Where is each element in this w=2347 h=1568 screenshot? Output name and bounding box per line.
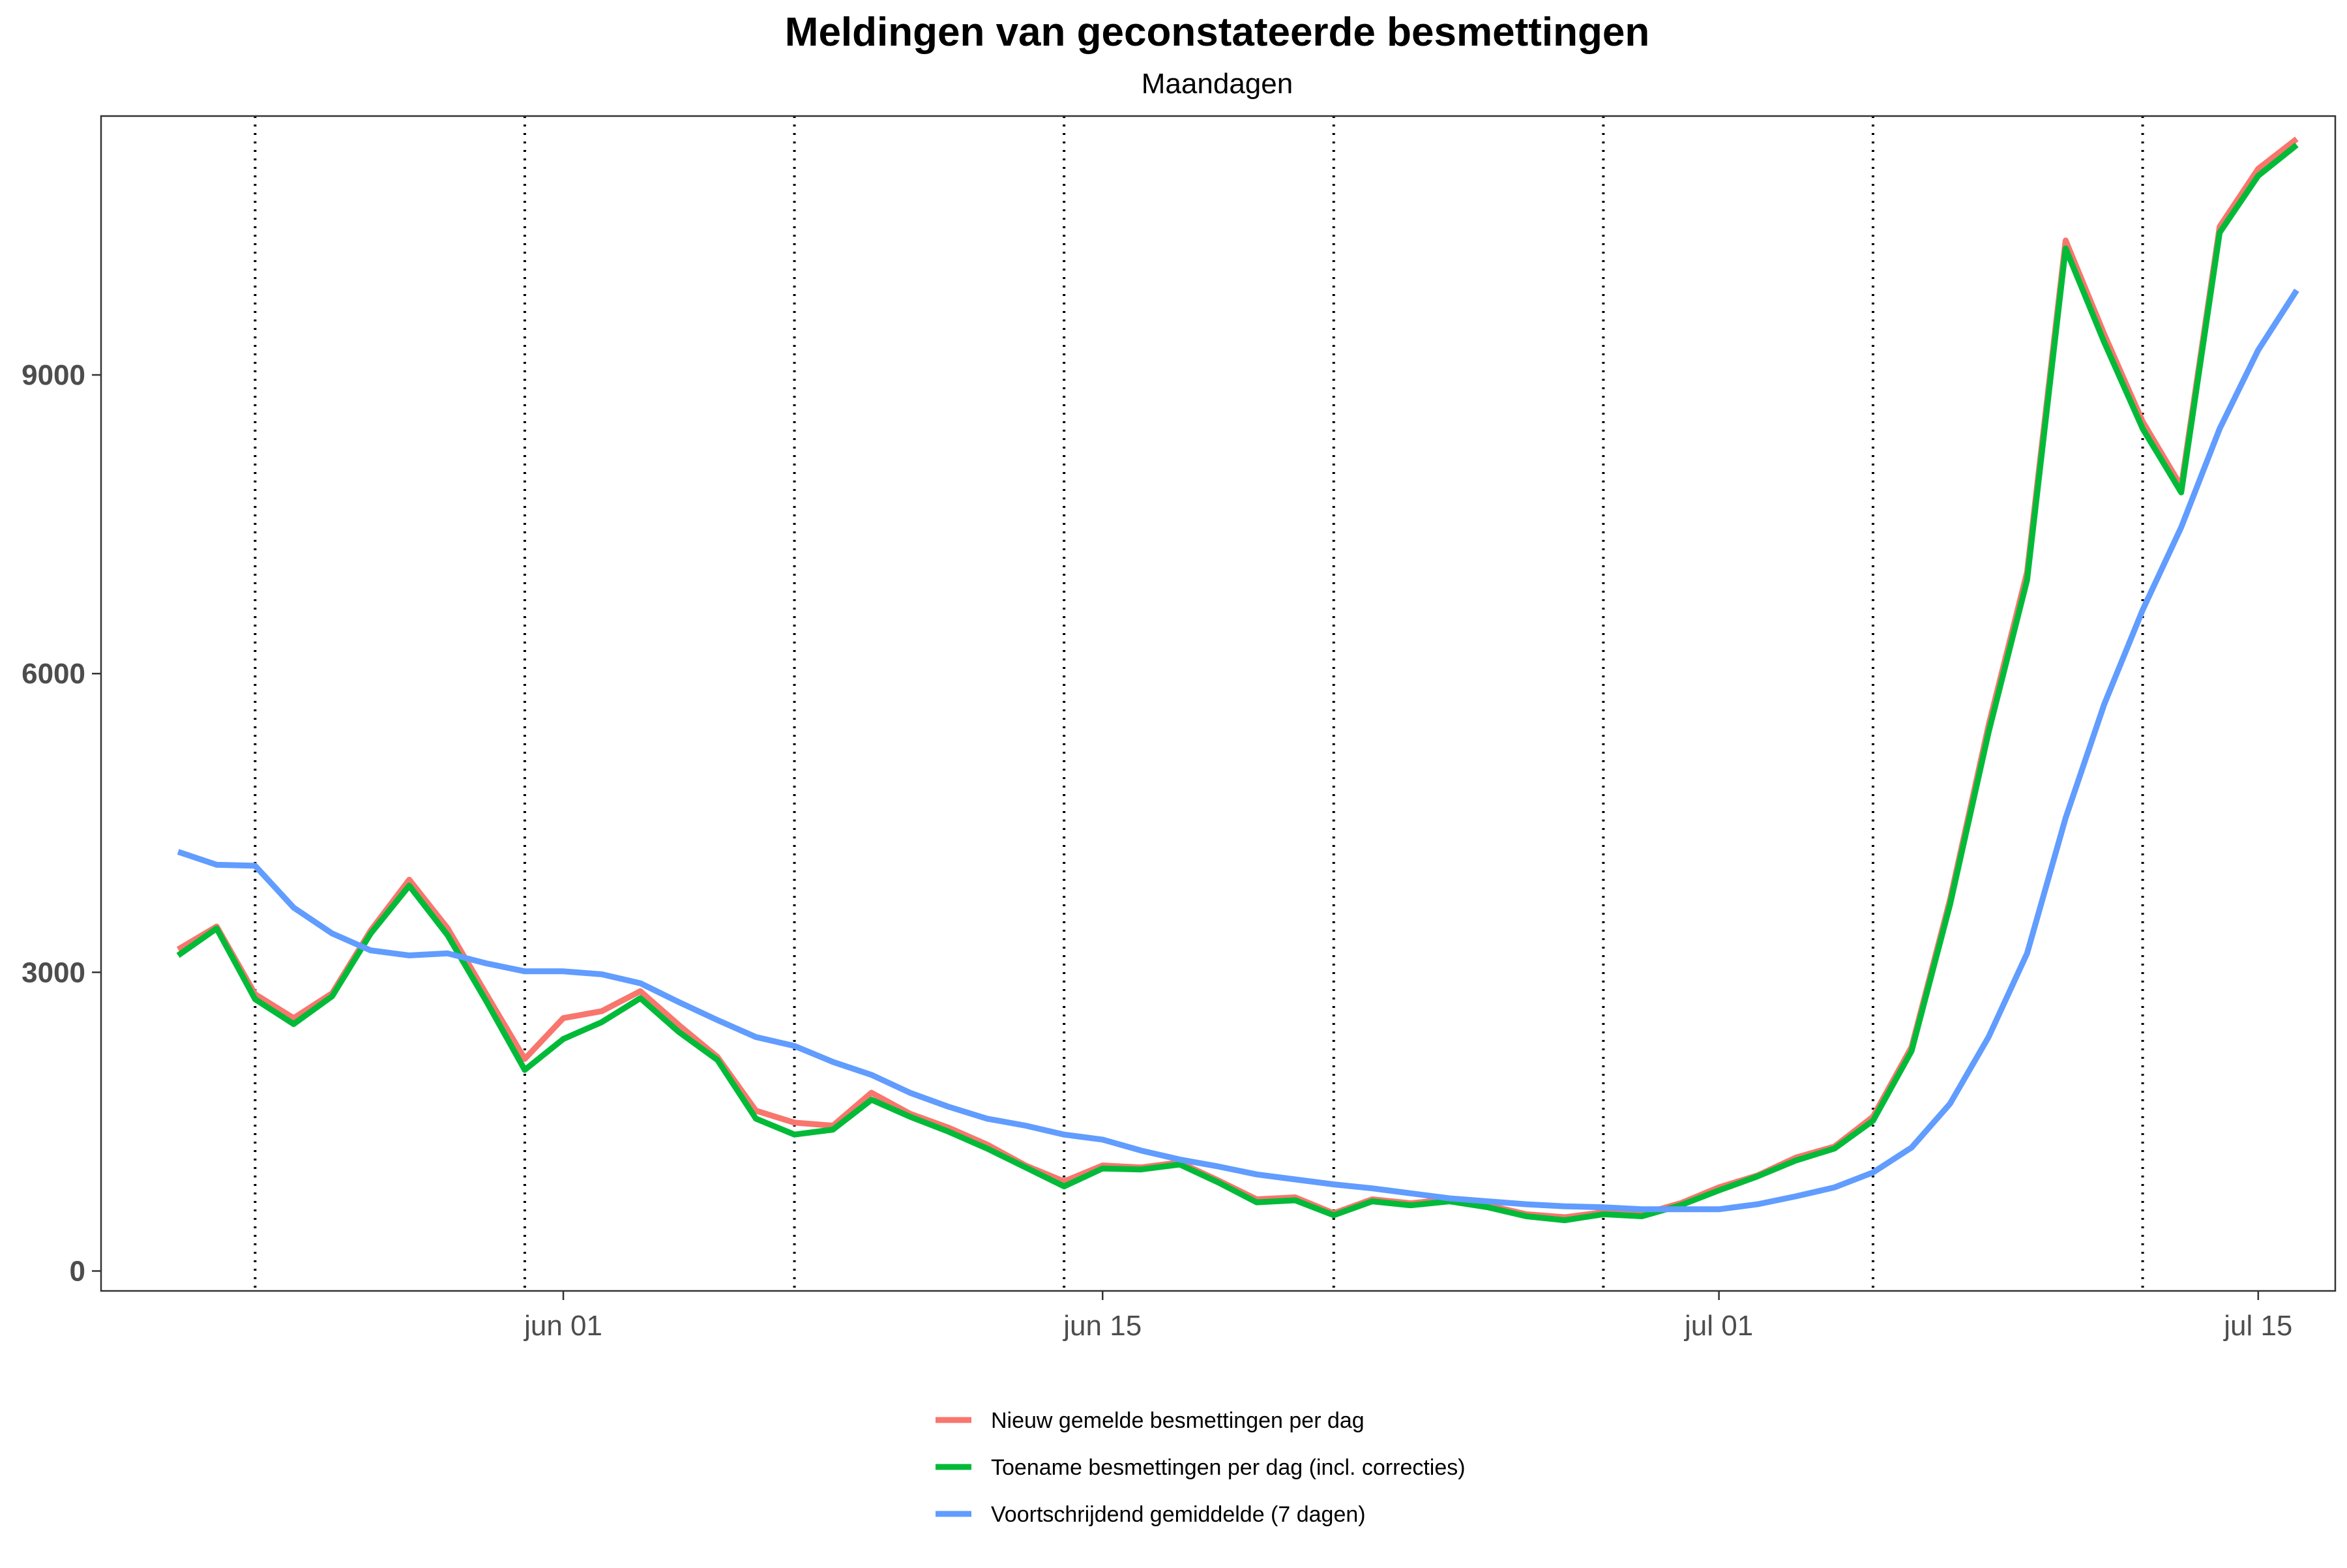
series-line-3 [177, 288, 2299, 1213]
x-tick-label: jun 15 [1062, 1310, 1142, 1342]
chart-subtitle: Maandagen [1142, 68, 1293, 100]
legend-label-3: Voortschrijdend gemiddelde (7 dagen) [991, 1502, 1366, 1527]
y-tick-label: 9000 [22, 359, 85, 391]
legend: Nieuw gemelde besmettingen per dag Toenam… [936, 1408, 1466, 1527]
y-tick-label: 6000 [22, 658, 85, 690]
x-tick-label: jul 15 [2222, 1310, 2292, 1342]
legend-label-2: Toename besmettingen per dag (incl. corr… [991, 1455, 1466, 1480]
y-tick-label: 0 [70, 1255, 85, 1287]
y-tick-label: 3000 [22, 956, 85, 988]
legend-label-1: Nieuw gemelde besmettingen per dag [991, 1408, 1365, 1433]
monday-reference-lines [254, 116, 2144, 1291]
series-layer [176, 136, 2299, 1224]
series-line-2 [176, 142, 2299, 1224]
y-axis: 0 3000 6000 9000 [22, 359, 101, 1287]
x-tick-label: jul 01 [1683, 1310, 1753, 1342]
x-tick-label: jun 01 [523, 1310, 602, 1342]
x-axis: jun 01 jun 15 jul 01 jul 15 [523, 1291, 2292, 1342]
plot-panel-border [100, 115, 2337, 1292]
chart-title: Meldingen van geconstateerde besmettinge… [785, 10, 1649, 55]
